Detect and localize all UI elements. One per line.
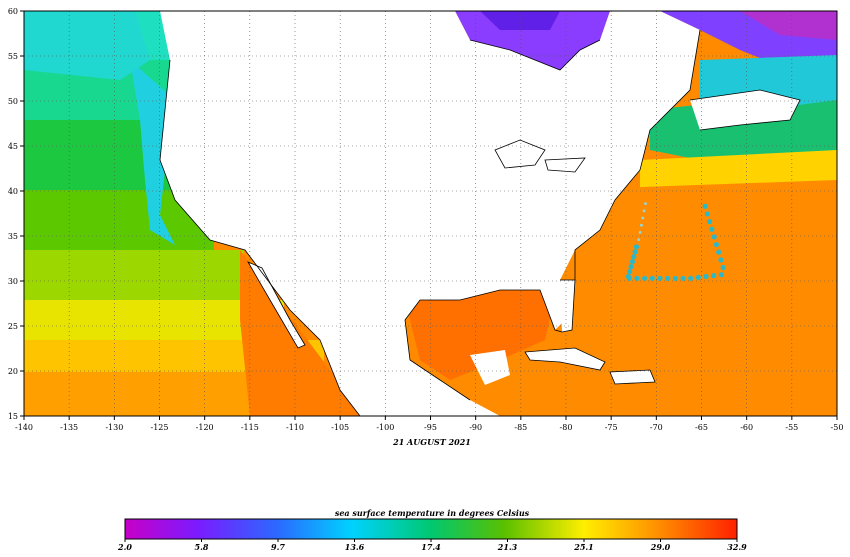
colorbar-ticks: 2.0 5.8 9.7 13.6 17.4 21.3 25.1 29.0 32.9 [117,539,747,552]
track-point [665,275,671,281]
track-point [711,234,717,240]
colorbar-tick-label: 29.0 [650,542,671,552]
track-point [672,275,678,281]
lat-tick-label: 30 [8,277,18,286]
track-point [626,275,632,281]
colorbar-tick-label: 13.6 [345,542,365,552]
lon-tick-label: -125 [151,423,169,432]
lat-tick-label: 20 [8,367,18,376]
date-label: 21 AUGUST 2021 [392,437,471,447]
lon-tick-label: -130 [105,423,123,432]
lon-tick-label: -70 [650,423,663,432]
track-point [641,216,645,220]
lat-tick-label: 25 [8,322,18,331]
track-point [642,209,646,213]
track-point [641,275,648,281]
track-point [713,241,720,248]
track-point [627,268,633,275]
lon-tick-label: -75 [605,423,618,432]
lon-tick-label: -95 [424,423,437,432]
track-point [638,231,642,234]
lat-tick-label: 55 [8,52,18,61]
track-point [702,203,708,209]
track-point [640,223,643,227]
colorbar-tick-label: 21.3 [497,542,518,552]
lat-tick-label: 15 [8,412,18,421]
track-point [711,273,717,279]
track-point [718,257,724,263]
colorbar-tick-label: 2.0 [117,542,132,552]
colorbar-tick-label: 9.7 [271,542,285,552]
lat-axis: 60 55 50 45 40 35 30 25 20 15 [8,7,24,421]
track-point [695,274,701,280]
track-point [716,249,722,255]
colorbar-tick-label: 25.1 [573,542,593,552]
track-point [703,273,709,280]
track-point [637,238,641,242]
lon-tick-label: -60 [740,423,753,432]
track-point [629,259,635,265]
track-point [628,264,634,270]
track-point [657,275,663,281]
lat-tick-label: 40 [8,187,18,196]
track-point [633,244,640,250]
colorbar-tick-label: 32.9 [727,542,747,552]
colorbar-tick-label: 17.4 [421,542,441,552]
lon-tick-label: -85 [514,423,527,432]
lon-tick-label: -120 [196,423,214,432]
lon-tick-label: -110 [286,423,304,432]
lon-tick-label: -140 [15,423,33,432]
lon-tick-label: -50 [831,423,844,432]
coastlines [159,29,801,416]
track-point [718,272,724,278]
lon-axis: -140 -135 -130 -125 -120 -115 -110 -105 -100 -95 -… [15,416,843,432]
track-point [709,226,715,232]
lon-tick-label: -115 [241,423,259,432]
colorbar-tick-label: 5.8 [195,542,209,552]
lat-tick-label: 45 [8,142,18,151]
lon-tick-label: -105 [331,423,349,432]
lon-tick-label: -55 [785,423,798,432]
lon-tick-label: -90 [469,423,482,432]
track-point [720,264,726,271]
track-point [707,219,713,225]
track-point [632,249,638,255]
lon-tick-label: -65 [695,423,708,432]
lat-tick-label: 35 [8,232,18,241]
lon-tick-label: -80 [560,423,573,432]
track-point [631,254,637,260]
lon-tick-label: -135 [60,423,78,432]
lat-tick-label: 50 [8,97,18,106]
track-point [680,275,686,281]
lat-tick-label: 60 [8,7,18,16]
track-point [634,275,640,281]
lon-tick-label: -100 [376,423,394,432]
drifter-track [625,202,726,281]
track-point [688,275,694,281]
track-point [644,202,647,206]
colorbar [124,518,738,540]
colorbar-title: sea surface temperature in degrees Celsi… [335,508,530,518]
track-point [704,211,710,217]
track-point [649,275,655,281]
